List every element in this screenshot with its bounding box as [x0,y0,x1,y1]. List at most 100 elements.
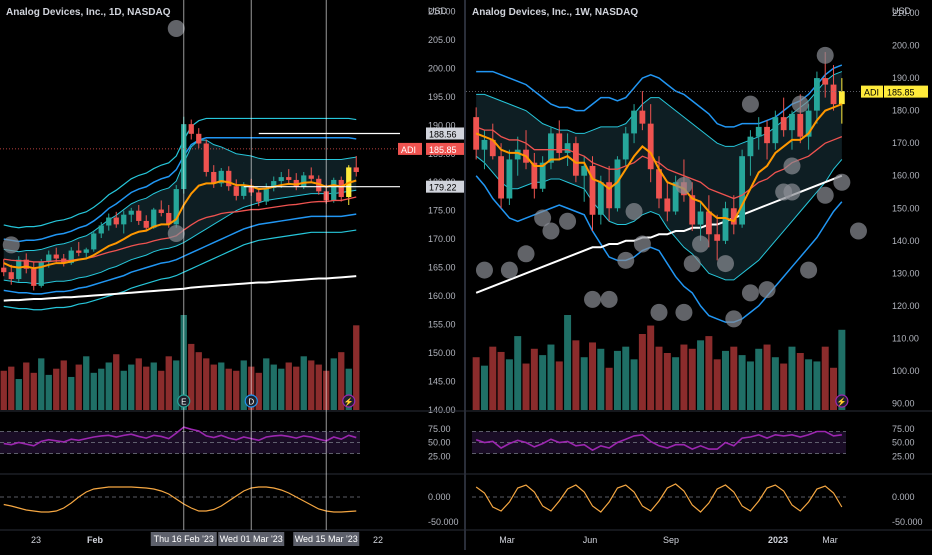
volume-bar [738,355,746,410]
event-badge-label: ⚡ [344,397,354,407]
candle-body [539,162,546,189]
ema-mid-line [475,126,843,200]
volume-bar [730,346,738,410]
volume-bar [263,358,270,410]
volume-bar [788,346,796,410]
price-tick-label: 120.00 [892,301,920,311]
volume-bar [353,325,360,410]
volume-bar [580,357,588,410]
volume-bar [195,352,202,410]
time-axis-label: Jun [583,535,598,545]
signal-dot [559,212,577,230]
price-tag-label: 185.85 [887,88,915,98]
price-tag-box [426,180,466,193]
price-tag-label: 188.56 [429,129,457,139]
volume-bar [821,346,829,410]
signal-dot [800,261,818,279]
panel-divider[interactable] [464,0,466,550]
chart-title: Analog Devices, Inc., 1W, NASDAQ [472,7,638,18]
candle-body [556,133,563,153]
signal-dot [675,303,693,321]
volume-bar [165,356,172,410]
signal-dot [617,251,635,269]
volume-bar [143,366,150,410]
price-tick-label: 170.00 [892,138,920,148]
volume-bar [514,336,522,410]
candle-body [121,214,127,225]
time-axis-label: Mar [499,535,515,545]
candle-body [822,78,829,85]
volume-bar [771,357,779,410]
volume-bar [589,342,597,410]
candle-body [143,220,149,228]
candle-body [597,182,604,215]
candle-body [91,233,97,250]
volume-bar [489,346,497,410]
signal-dot [534,209,552,227]
candle-body [581,165,588,176]
candle-body [173,189,179,225]
volume-bar [638,334,646,410]
signal-dot [625,203,643,221]
volume-bar [472,357,480,410]
event-badge [342,394,356,408]
crosshair-date-label: Thu 16 Feb '23 [154,534,214,544]
currency-label: USD [428,6,448,16]
ticker-tag-label: ADI [864,88,879,98]
volume-bar [105,362,112,410]
signal-dot [633,235,651,253]
ema-slow-line [3,275,357,302]
time-axis-label: Feb [87,535,104,545]
volume-bar [705,336,713,410]
price-tick-label: 205.00 [428,35,456,45]
signal-dot [675,176,693,194]
volume-bar [203,358,210,410]
volume-bar [697,340,705,410]
price-tick-label: 175.00 [428,206,456,216]
signal-dot [542,222,560,240]
candle-body [271,181,277,188]
volume-bar [225,368,232,410]
price-tick-label: 140.00 [428,405,456,415]
candle-body [714,234,721,241]
candle-body [196,133,202,144]
rsi-line [475,430,842,452]
weekly-chart-panel[interactable]: USD 210.00 200.00 190.00 180.00 170.00 160.00 1… [466,0,932,550]
volume-bar [278,368,285,410]
osc-tick-label: -50.000 [428,517,459,527]
candle-body [780,117,787,131]
signal-dot [600,290,618,308]
candle-body [38,261,44,286]
ema-fast-line [475,103,843,223]
osc-line [3,486,357,513]
price-tag-box [884,85,928,98]
time-axis-label: Mar [822,535,838,545]
candle-body [838,91,845,105]
candle-body [211,171,217,184]
candle-body [672,182,679,212]
rsi-tick-label: 25.00 [892,451,915,461]
event-badge [177,394,191,408]
volume-bar [38,358,45,410]
candle-body [722,208,729,241]
candle-body [353,167,359,172]
price-tick-label: 130.00 [892,268,920,278]
volume-bar [572,340,580,410]
volume-bar [713,359,721,410]
volume-bar [763,344,771,410]
volume-bar [622,346,630,410]
candle-body [113,217,119,225]
volume-bar [83,356,90,410]
volume-bar [539,355,547,410]
candle-body [764,126,770,144]
rsi-tick-label: 75.00 [892,424,915,434]
volume-bar [150,362,157,410]
price-tag-label: 185.85 [429,145,457,155]
time-axis-label: 2023 [768,535,788,545]
daily-chart-canvas[interactable]: USD210.00205.00200.00195.00190.00185.001… [0,0,466,550]
daily-chart-panel[interactable]: USD210.00205.00200.00195.00190.00185.001… [0,0,466,550]
event-badge-label: ⚡ [837,397,847,407]
osc-tick-label: -50.000 [892,517,923,527]
volume-bar [120,370,127,410]
